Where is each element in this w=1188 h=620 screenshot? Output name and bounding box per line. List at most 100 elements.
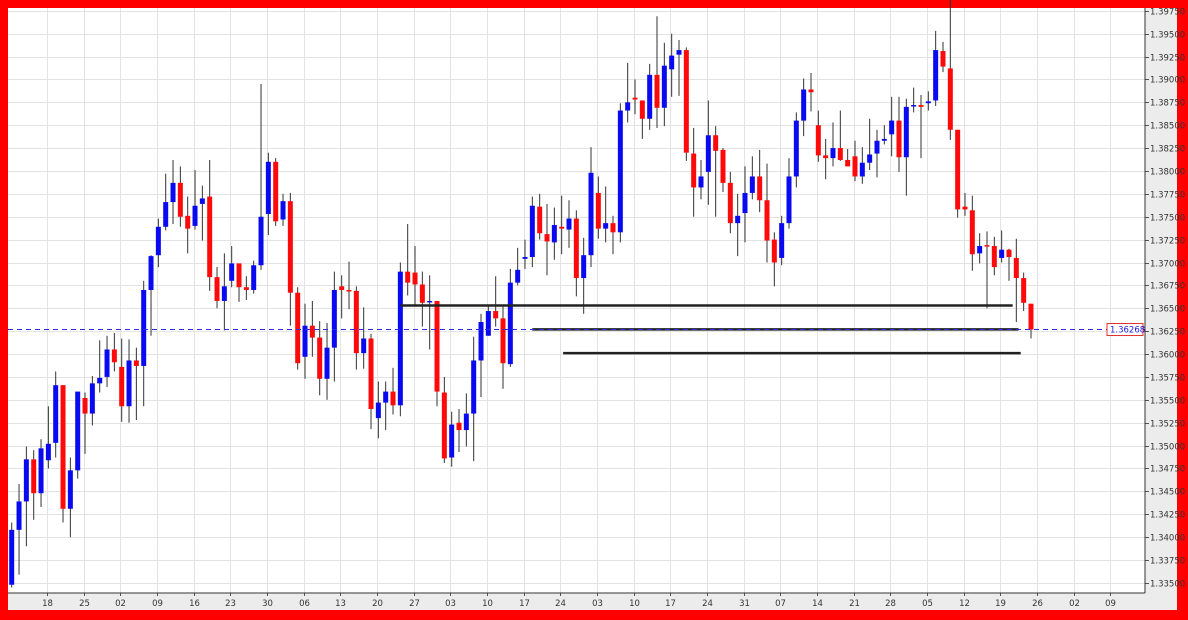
candle-up	[478, 313, 484, 398]
candle-down	[713, 126, 719, 217]
y-tick-label: 1.39750	[1150, 8, 1185, 18]
y-tick-label: 1.34000	[1150, 534, 1185, 544]
candle-down	[456, 408, 462, 453]
candle-body	[903, 106, 909, 158]
y-tick-label: 1.38000	[1150, 168, 1185, 178]
candle-body	[566, 218, 572, 230]
candle-up	[742, 166, 748, 243]
current-price: 1.36268	[8, 323, 1145, 337]
candle-body	[155, 226, 161, 256]
candle-body	[456, 422, 462, 431]
y-tick-label: 1.36000	[1150, 351, 1185, 361]
candle-body	[471, 360, 477, 414]
candle-body	[522, 257, 528, 259]
candle-body	[735, 215, 741, 224]
candle-up	[192, 170, 198, 230]
candle-down	[757, 149, 763, 213]
candle-down	[837, 110, 843, 161]
candle-body	[720, 149, 726, 183]
candle-down	[654, 16, 660, 128]
candle-up	[199, 185, 205, 241]
candle-up	[324, 322, 330, 400]
x-tick-label: 23	[225, 599, 236, 609]
y-tick-label: 1.37250	[1150, 237, 1185, 247]
candle-body	[764, 200, 770, 241]
candle-up	[889, 96, 895, 157]
candle-down	[412, 246, 418, 306]
candle-up	[449, 411, 455, 467]
candle-body	[573, 218, 579, 279]
candle-body	[969, 210, 975, 255]
x-tick-label: 24	[555, 599, 566, 609]
candle-body	[148, 256, 154, 290]
candle-up	[89, 376, 95, 426]
y-tick-label: 1.35500	[1150, 397, 1185, 407]
y-tick-label: 1.37000	[1150, 260, 1185, 270]
candle-body	[368, 338, 374, 409]
candle-body	[16, 501, 22, 530]
candle-down	[339, 275, 345, 319]
candle-up	[126, 339, 132, 423]
candle-down	[537, 193, 543, 240]
x-tick-label: 30	[262, 599, 273, 609]
candle-body	[955, 129, 961, 210]
candle-up	[38, 439, 44, 507]
candle-down	[133, 347, 139, 420]
candle-down	[317, 321, 323, 396]
x-tick-label: 17	[519, 599, 530, 609]
x-tick-label: 06	[299, 599, 310, 609]
candle-body	[632, 97, 638, 100]
candle-body	[23, 459, 29, 502]
candle-up	[163, 173, 169, 231]
price-axis: 1.39750 1.39500 1.39250 1.39000 1.38750 1.385…	[1145, 8, 1185, 590]
candle-body	[302, 325, 308, 357]
candle-body	[185, 215, 191, 229]
candle-up	[75, 391, 81, 479]
candle-body	[111, 349, 117, 363]
candle-body	[815, 125, 821, 156]
candle-body	[280, 201, 286, 220]
candle-body	[309, 325, 315, 338]
y-tick-label: 1.35750	[1150, 374, 1185, 384]
candle-body	[493, 311, 499, 319]
candle-body	[603, 223, 609, 229]
candle-body	[229, 263, 235, 281]
candle-down	[309, 300, 315, 357]
candle-up	[603, 186, 609, 243]
candle-up	[515, 247, 521, 286]
candle-down	[273, 158, 279, 226]
candle-body	[441, 392, 447, 459]
y-tick-label: 1.38500	[1150, 122, 1185, 132]
candle-down	[632, 79, 638, 115]
candle-body	[317, 337, 323, 379]
candle-up	[647, 63, 653, 130]
candle-down	[823, 138, 829, 180]
candle-body	[126, 360, 132, 407]
candle-down	[31, 450, 37, 520]
candle-body	[529, 205, 535, 258]
candle-body	[823, 155, 829, 159]
candle-down	[544, 203, 550, 276]
y-tick-label: 1.34250	[1150, 511, 1185, 521]
candle-down	[236, 263, 242, 302]
candle-up	[97, 340, 103, 393]
candle-down	[1028, 303, 1034, 339]
candle-down	[287, 192, 293, 326]
candle-body	[793, 120, 799, 177]
candle-body	[207, 196, 213, 278]
candle-body	[45, 443, 51, 461]
candle-up	[581, 237, 587, 314]
candle-body	[434, 300, 440, 392]
candle-body	[141, 289, 147, 366]
candle-up	[698, 159, 704, 200]
candle-down	[111, 333, 117, 372]
candle-body	[361, 338, 367, 354]
candle-up	[881, 125, 887, 145]
candle-down	[940, 41, 946, 73]
candle-up	[676, 40, 682, 96]
candle-body	[705, 135, 711, 172]
candle-body	[500, 318, 506, 364]
x-tick-label: 03	[445, 599, 456, 609]
candle-down	[1021, 272, 1027, 312]
candle-down	[815, 110, 821, 162]
